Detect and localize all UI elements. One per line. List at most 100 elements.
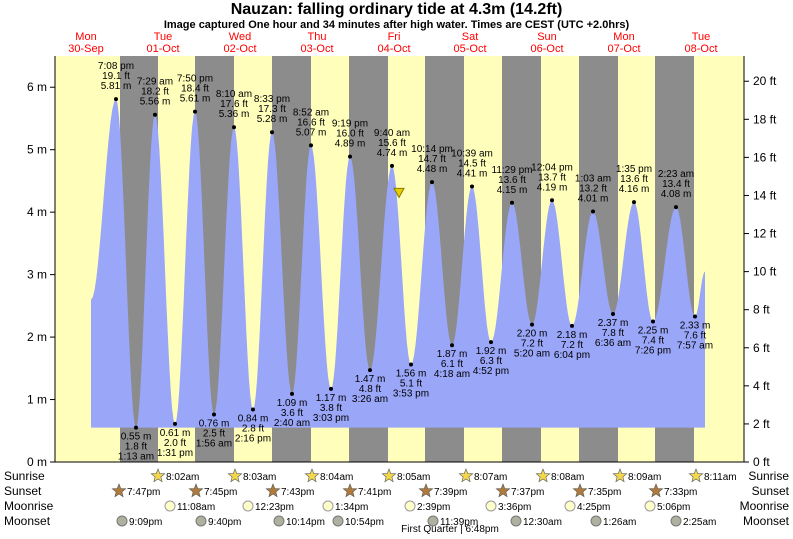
extreme-dot — [390, 163, 394, 168]
extreme-dot — [550, 198, 554, 203]
extreme-dot — [114, 97, 118, 102]
low-label: 0.55 m — [121, 432, 152, 443]
high-label: 18.2 ft — [141, 87, 169, 98]
high-label: 1:35 pm — [616, 164, 652, 175]
row-label-right: Sunset — [752, 484, 790, 498]
high-label: 5.56 m — [140, 97, 171, 108]
extreme-dot — [674, 205, 678, 210]
sunrise-icon — [381, 468, 397, 483]
moonset-time: 10:54pm — [345, 517, 384, 528]
high-label: 12:04 pm — [531, 162, 573, 173]
low-label: 3.8 ft — [320, 403, 342, 414]
high-label: 8:10 am — [216, 89, 252, 100]
day-name: Mon — [75, 31, 96, 43]
y-tick-label-m: 6 m — [27, 80, 47, 94]
low-label: 7.8 ft — [602, 328, 624, 339]
high-label: 5.81 m — [101, 81, 132, 92]
day-name: Wed — [229, 31, 251, 43]
current-level-marker — [393, 187, 405, 199]
y-tick-label-ft: 18 ft — [753, 112, 777, 126]
tide-area — [91, 99, 705, 428]
sunrise-icon — [535, 468, 551, 483]
day-date: 04-Oct — [377, 43, 410, 55]
y-tick-label-ft: 16 ft — [753, 150, 777, 164]
high-label: 5.07 m — [296, 127, 327, 138]
low-label: 4:18 am — [434, 369, 470, 380]
sunset-icon — [648, 483, 664, 498]
extreme-dot — [173, 421, 177, 426]
low-label: 3:26 am — [352, 394, 388, 405]
day-name: Sat — [462, 31, 479, 43]
row-label-right: Moonrise — [740, 499, 790, 513]
sunset-icon — [342, 483, 358, 498]
high-label: 4.89 m — [335, 139, 366, 150]
moonset-icon — [590, 515, 602, 527]
low-label: 2.8 ft — [242, 424, 264, 435]
low-label: 3:03 pm — [313, 413, 349, 424]
low-label: 3.6 ft — [281, 408, 303, 419]
y-tick-label-ft: 14 ft — [753, 188, 777, 202]
high-label: 2:23 am — [658, 169, 694, 180]
sunset-time: 7:41pm — [358, 487, 391, 498]
sunset-icon — [111, 483, 127, 498]
moonrise-icon — [564, 500, 576, 512]
high-label: 11:29 pm — [492, 165, 533, 176]
extreme-dot — [290, 391, 294, 396]
high-label: 15.6 ft — [378, 138, 406, 149]
sunrise-icon — [612, 468, 628, 483]
low-label: 4:52 pm — [473, 366, 509, 377]
extreme-dot — [450, 343, 454, 348]
low-label: 2.5 ft — [203, 429, 225, 440]
high-label: 7:29 am — [137, 77, 173, 88]
sunset-time: 7:47pm — [127, 487, 160, 498]
high-label: 4.08 m — [661, 189, 692, 200]
y-tick-label-ft: 6 ft — [753, 341, 770, 355]
sunrise-icon — [227, 468, 243, 483]
high-label: 19.1 ft — [102, 71, 130, 82]
low-label: 7.2 ft — [521, 339, 543, 350]
day-date: 06-Oct — [530, 43, 563, 55]
day-labels: Mon30-SepTue01-OctWed02-OctThu03-OctFri0… — [68, 31, 717, 55]
y-axis-meters: 0 m 1 m 2 m 3 m 4 m 5 m 6 m — [27, 80, 55, 469]
sunrise-icon — [150, 468, 166, 483]
high-label: 7:50 pm — [177, 74, 213, 85]
y-tick-label-ft: 20 ft — [753, 74, 777, 88]
low-label: 2.25 m — [638, 325, 669, 336]
high-label: 13.6 ft — [620, 174, 648, 185]
extreme-dot — [470, 184, 474, 189]
low-label: 2.37 m — [598, 318, 629, 329]
y-tick-label-ft: 0 ft — [753, 455, 770, 469]
high-label: 13.7 ft — [538, 172, 566, 183]
low-label: 1.56 m — [396, 369, 427, 380]
high-label: 13.2 ft — [579, 184, 607, 195]
high-label: 1:03 am — [575, 174, 611, 185]
high-label: 5.61 m — [180, 94, 211, 105]
extreme-dot — [348, 154, 352, 159]
low-label: 5.1 ft — [400, 379, 422, 390]
moonrise-time: 3:36pm — [498, 502, 531, 513]
day-name: Fri — [388, 31, 401, 43]
high-label: 4.48 m — [417, 164, 448, 175]
tide-area-path — [91, 99, 705, 428]
high-label: 14.5 ft — [458, 159, 486, 170]
row-label-left: Sunset — [4, 484, 42, 498]
extreme-dot — [329, 386, 333, 391]
y-tick-label-m: 1 m — [27, 393, 47, 407]
high-label: 13.4 ft — [662, 179, 690, 190]
high-label: 4.16 m — [619, 184, 650, 195]
sunrise-icon — [688, 468, 704, 483]
low-label: 2.20 m — [517, 329, 548, 340]
y-tick-label-m: 4 m — [27, 205, 47, 219]
high-label: 4.15 m — [497, 185, 528, 196]
moonset-time: 2:25am — [683, 517, 716, 528]
low-label: 2.0 ft — [164, 438, 186, 449]
sunset-icon — [495, 483, 511, 498]
low-label: 2:16 pm — [235, 434, 271, 445]
y-tick-label-ft: 4 ft — [753, 379, 770, 393]
day-name: Thu — [308, 31, 327, 43]
high-label: 5.28 m — [257, 114, 288, 125]
chart-frame — [54, 56, 745, 463]
sunrise-time: 8:08am — [551, 472, 584, 483]
